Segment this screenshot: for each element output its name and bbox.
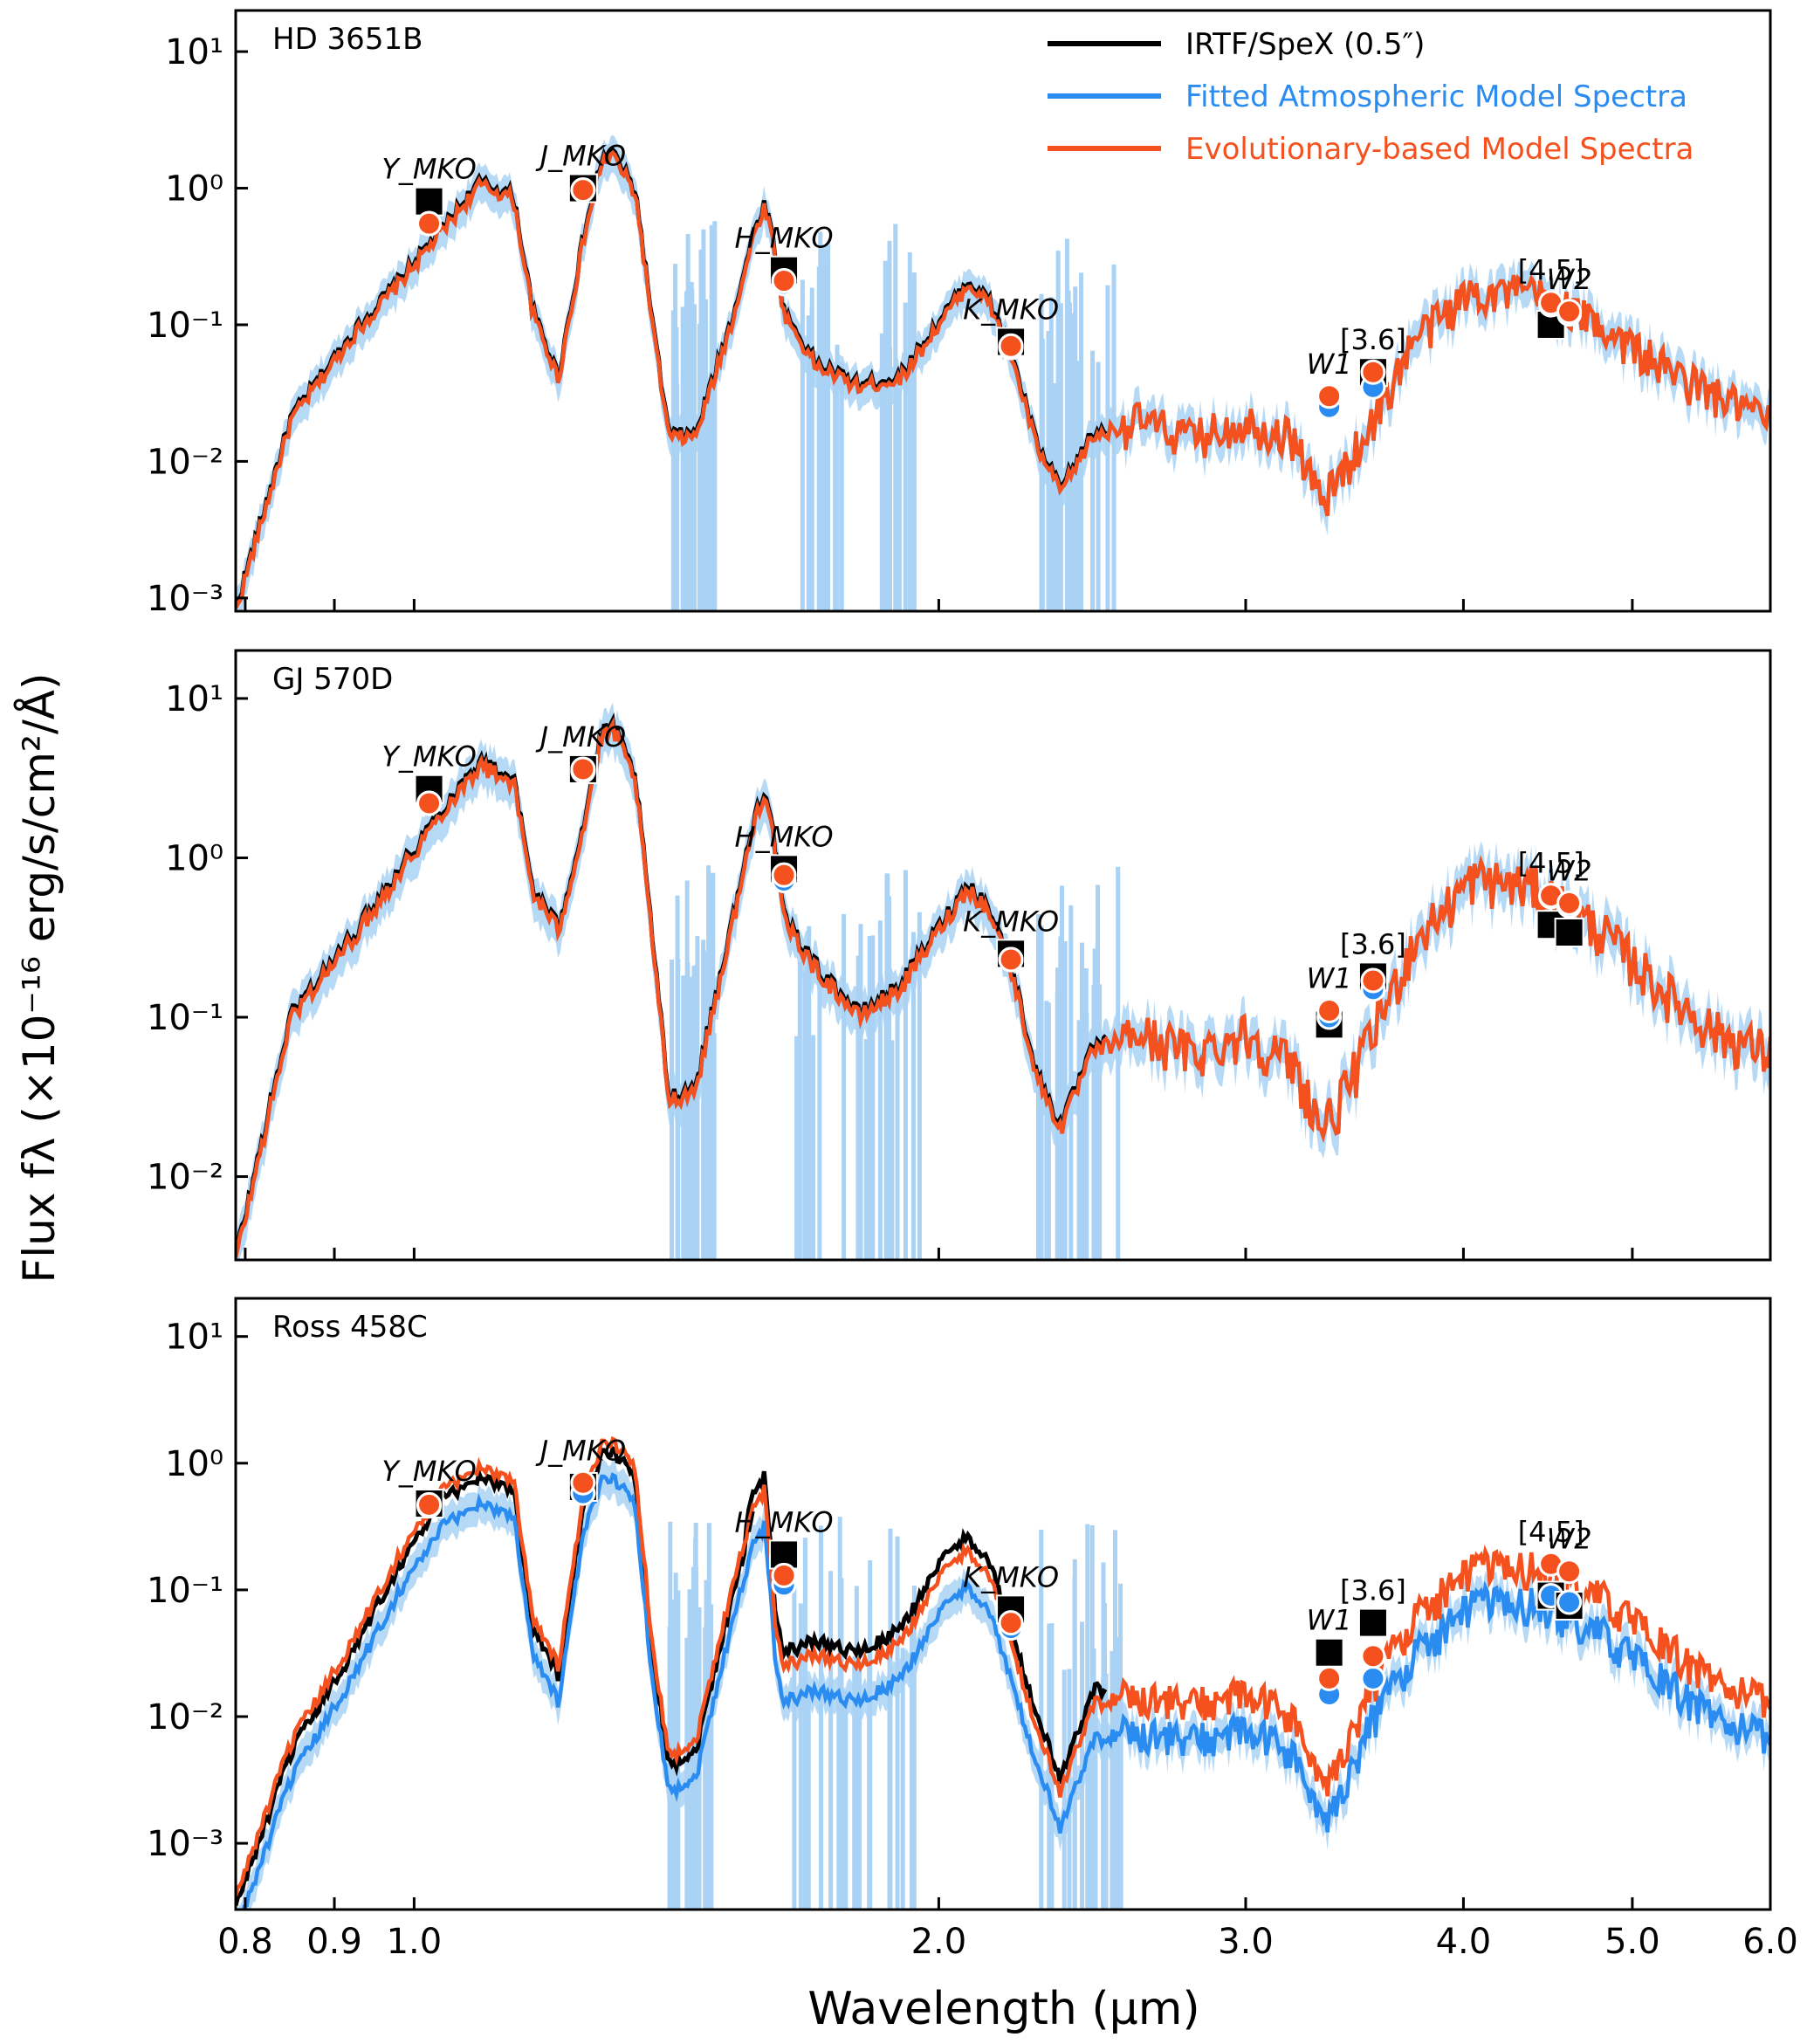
panel-title: Ross 458C	[272, 1310, 428, 1345]
plot-area	[236, 702, 1770, 1260]
y-tick-label: 10⁰	[165, 169, 223, 210]
y-tick-label: 10⁻³	[147, 1824, 223, 1864]
legend: IRTF/SpeX (0.5″) Fitted Atmospheric Model…	[1048, 27, 1694, 167]
band-label: W1	[1307, 961, 1352, 994]
band-label: K_MKO	[963, 905, 1059, 938]
evo-photometry-marker	[771, 862, 797, 888]
spex-spectrum	[236, 1445, 1108, 1907]
evo-photometry-marker	[1556, 890, 1583, 916]
y-tick-label: 10⁻³	[147, 579, 223, 619]
band-label: [3.6]	[1340, 1574, 1406, 1607]
evo-photometry-marker	[1316, 383, 1343, 409]
band-label: K_MKO	[963, 293, 1059, 327]
band-label: W2	[1547, 1523, 1592, 1556]
evo-photometry-marker	[771, 1562, 797, 1588]
evo-photometry-marker	[1316, 1665, 1343, 1691]
x-tick-label: 1.0	[387, 1922, 443, 1962]
evo-photometry-marker	[1360, 967, 1386, 994]
panel-frame	[234, 649, 1772, 1262]
evo-photometry-marker	[570, 756, 596, 782]
band-label: H_MKO	[735, 1505, 834, 1538]
evo-photometry-marker	[1360, 359, 1386, 385]
atmo-model-spectrum	[241, 1472, 1770, 1910]
atmo-uncertainty-band	[237, 1458, 1770, 1910]
y-tick-label: 10¹	[165, 1318, 223, 1358]
band-label: Y_MKO	[381, 1455, 476, 1488]
y-tick-label: 10⁻²	[147, 1158, 223, 1198]
legend-label: Evolutionary-based Model Spectra	[1185, 132, 1694, 167]
band-label: [4.5]	[1518, 1515, 1584, 1548]
band-label: [4.5]	[1518, 254, 1584, 287]
panel-1: Y_MKO J_MKO H_MKO K_MKO W1[3.6] [4.5]W2 HD 365…	[147, 9, 1772, 619]
band-label: [3.6]	[1340, 323, 1406, 356]
evo-photometry-marker	[570, 1469, 596, 1496]
x-tick-label: 0.8	[217, 1922, 273, 1962]
x-tick-label: 5.0	[1604, 1922, 1660, 1962]
evo-photometry-marker	[1556, 1559, 1583, 1585]
legend-label: IRTF/SpeX (0.5″)	[1185, 27, 1425, 62]
evo-photometry-marker	[416, 790, 443, 816]
band-label: K_MKO	[963, 1560, 1059, 1593]
evo-photometry-marker	[416, 210, 443, 237]
panel-2: Y_MKO J_MKO H_MKO K_MKO W1[3.6] [4.5]W2 GJ 570…	[147, 649, 1772, 1262]
panel-3: Y_MKO J_MKO H_MKO K_MKO W1[3.6] [4.5]W2 Ross 4…	[147, 1297, 1798, 1962]
y-tick-label: 10⁻¹	[147, 306, 223, 346]
panel-frame	[234, 1297, 1772, 1911]
panel-title: HD 3651B	[272, 22, 423, 57]
band-label: J_MKO	[535, 140, 626, 173]
band-label: J_MKO	[535, 1434, 626, 1467]
y-tick-label: 10⁰	[165, 838, 223, 878]
evo-photometry-marker	[1316, 997, 1343, 1023]
evo-photometry-marker	[570, 177, 596, 203]
evo-photometry-marker	[771, 268, 797, 294]
legend-label: Fitted Atmospheric Model Spectra	[1185, 79, 1687, 114]
band-label: J_MKO	[535, 720, 626, 754]
observed-photometry-marker	[1554, 918, 1584, 948]
evo-photometry-marker	[1360, 1643, 1386, 1669]
x-tick-label: 4.0	[1436, 1922, 1492, 1962]
x-tick-label: 0.9	[306, 1922, 362, 1962]
panel-title: GJ 570D	[272, 662, 393, 697]
observed-photometry-marker	[1357, 1607, 1388, 1638]
evo-photometry-marker	[416, 1491, 443, 1518]
panel-frame	[234, 9, 1772, 613]
band-label: [4.5]	[1518, 847, 1584, 880]
atmo-photometry-marker	[1556, 1589, 1583, 1615]
band-label: Y_MKO	[381, 740, 476, 774]
y-tick-label: 10¹	[165, 679, 223, 719]
band-label: [3.6]	[1340, 927, 1406, 960]
atmo-photometry-marker	[1360, 1665, 1386, 1691]
band-label: Y_MKO	[381, 153, 476, 186]
evo-photometry-marker	[1556, 299, 1583, 325]
observed-photometry-marker	[1314, 1637, 1344, 1668]
y-tick-label: 10¹	[165, 32, 223, 72]
evo-photometry-marker	[998, 1610, 1024, 1636]
x-tick-label: 3.0	[1218, 1922, 1274, 1962]
x-tick-label: 6.0	[1742, 1922, 1798, 1962]
band-label: W2	[1547, 854, 1592, 887]
evo-photometry-marker	[998, 333, 1024, 359]
band-label: W1	[1307, 348, 1352, 381]
x-axis-label: Wavelength (μm)	[807, 1983, 1199, 2035]
band-label: W2	[1547, 263, 1592, 296]
y-tick-label: 10⁻²	[147, 442, 223, 482]
y-tick-label: 10⁻²	[147, 1697, 223, 1738]
x-tick-label: 2.0	[911, 1922, 967, 1962]
y-tick-label: 10⁰	[165, 1444, 223, 1484]
plot-area	[236, 134, 1770, 611]
band-label: H_MKO	[735, 222, 834, 255]
evo-photometry-marker	[998, 946, 1024, 973]
y-tick-label: 10⁻¹	[147, 1571, 223, 1611]
band-label: H_MKO	[735, 820, 834, 853]
y-tick-label: 10⁻¹	[147, 998, 223, 1038]
band-label: W1	[1307, 1604, 1352, 1637]
y-axis-label: Flux fλ (×10⁻¹⁶ erg/s/cm²/Å)	[14, 672, 65, 1283]
observed-photometry-marker	[414, 186, 444, 217]
